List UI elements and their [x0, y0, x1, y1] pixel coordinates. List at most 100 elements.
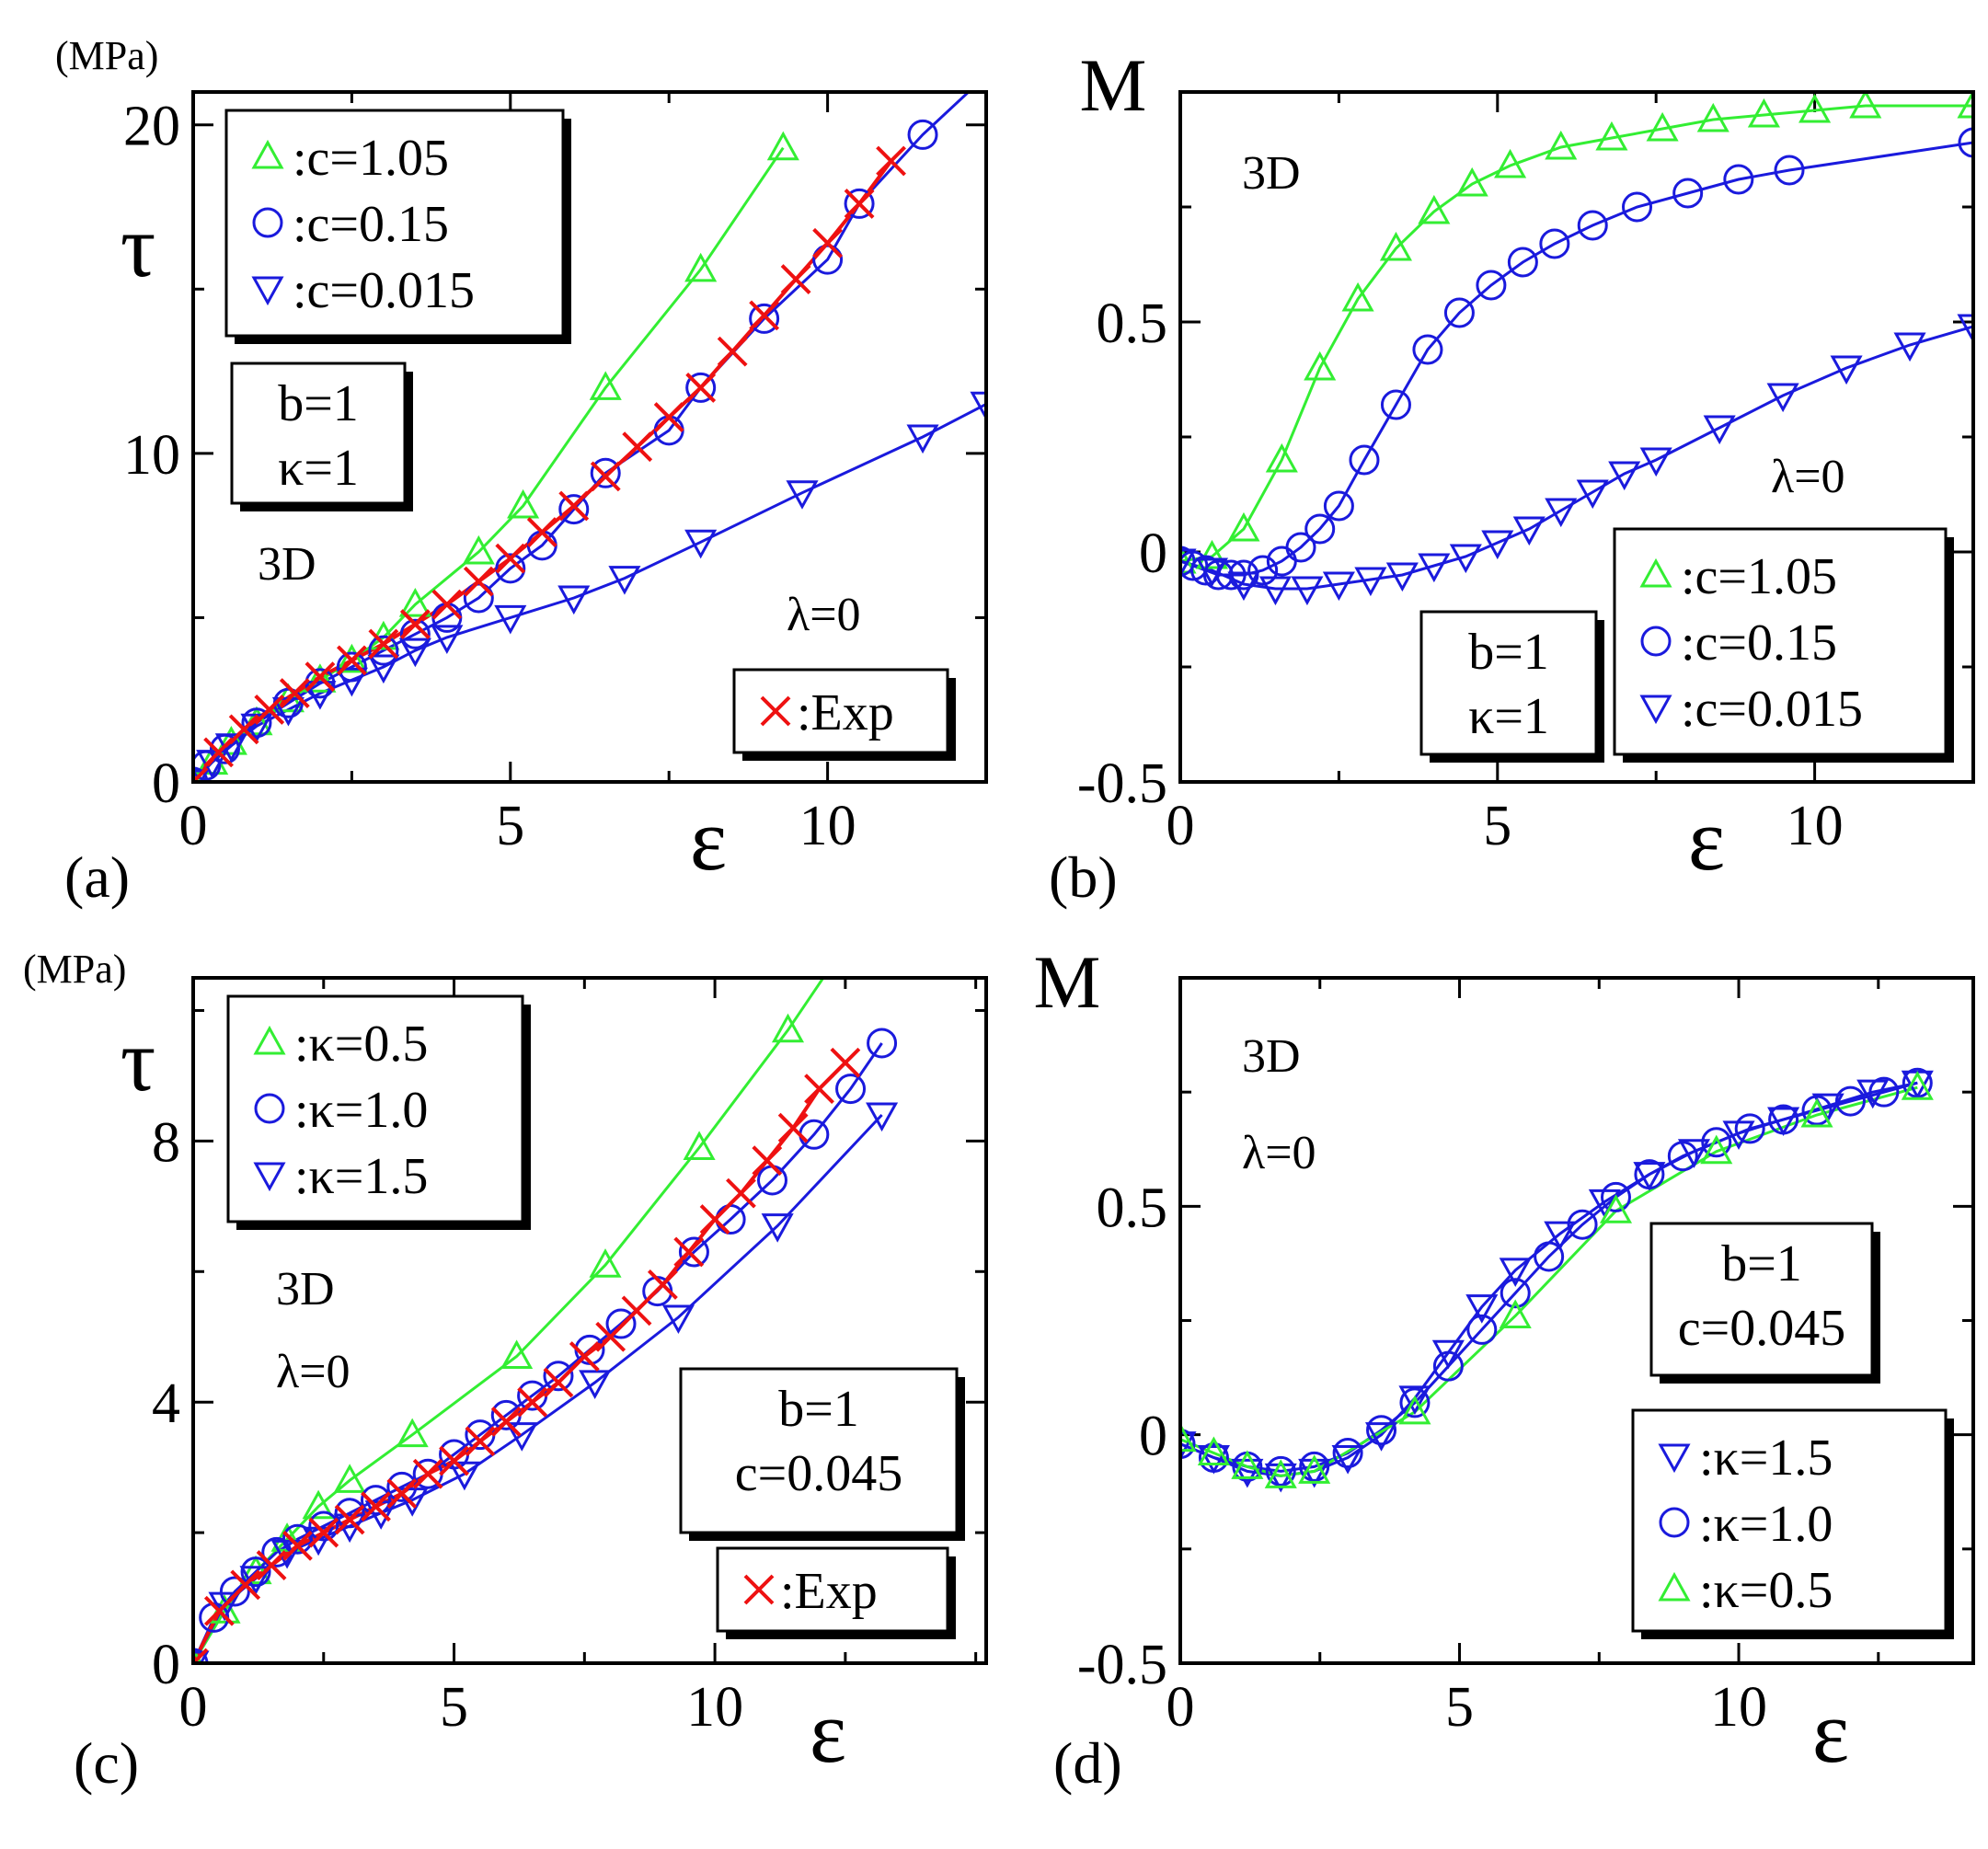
panel-label: (b)	[1049, 844, 1118, 910]
x-tick-label: 5	[440, 1676, 468, 1739]
data-point	[1449, 544, 1482, 574]
data-point	[557, 585, 591, 615]
data-point	[1608, 461, 1641, 491]
data-point	[1195, 557, 1229, 588]
plot-frame	[1178, 90, 1975, 784]
data-point	[334, 1498, 365, 1529]
data-point	[622, 431, 653, 463]
data-point	[906, 424, 939, 454]
data-point	[558, 490, 590, 522]
data-point	[465, 1426, 496, 1457]
data-point	[462, 534, 495, 565]
data-point	[240, 1556, 271, 1588]
plot-area	[1180, 92, 1973, 606]
annotation: λ=0	[787, 589, 861, 641]
data-point	[1856, 1079, 1890, 1109]
data-point	[589, 1248, 622, 1278]
y-axis-label: M	[1080, 43, 1147, 127]
data-point	[1258, 576, 1292, 606]
panel-label: (c)	[74, 1730, 139, 1796]
data-point	[1398, 1385, 1431, 1416]
data-point	[1180, 1431, 1197, 1461]
data-point	[590, 461, 621, 492]
panel-a: 0 5 1001020τε(MPa)(a)3Dλ=0:c=1.05:c=0.15:c…	[55, 33, 1000, 910]
param-text: b=1	[1468, 624, 1549, 681]
data-point	[683, 1131, 716, 1160]
data-point	[1322, 571, 1355, 602]
data-point	[1600, 1181, 1631, 1212]
data-point	[1180, 1429, 1196, 1460]
data-point	[1291, 576, 1324, 606]
data-point	[495, 543, 526, 574]
legend-marker	[760, 695, 791, 727]
data-point	[1399, 1387, 1431, 1418]
data-point	[1500, 1278, 1531, 1309]
data-point	[579, 1370, 612, 1399]
legend-label: :κ=1.0	[294, 1082, 428, 1139]
data-point	[1180, 548, 1197, 579]
data-point	[1398, 1395, 1431, 1425]
y-tick-label: 8	[152, 1111, 180, 1174]
panel-c: 0 5 10 0 4 8τ ε (MPa) (c) 3D λ=0:κ=0.5:κ=1.0:κ=1.5…	[23, 932, 988, 1796]
y-tick-label: -0.5	[1077, 1634, 1167, 1696]
data-point	[832, 932, 859, 957]
y-tick-label: 0	[152, 752, 180, 815]
data-point	[335, 643, 368, 673]
y-axis-label: M	[1034, 940, 1101, 1024]
data-point	[500, 1339, 534, 1370]
annotation: 3D	[1242, 1030, 1301, 1083]
param-box: b=1 c=0.045	[679, 1367, 965, 1541]
data-point	[1599, 1194, 1633, 1223]
param-text: b=1	[1721, 1235, 1802, 1292]
data-point	[507, 488, 540, 519]
data-point	[749, 300, 780, 331]
legend-marker	[1658, 1443, 1691, 1474]
data-point	[1247, 555, 1279, 586]
data-point	[1703, 415, 1736, 445]
data-point	[1385, 562, 1419, 592]
data-point	[495, 553, 526, 584]
data-point	[203, 737, 234, 768]
x-axis-label: ε	[810, 1682, 846, 1781]
data-point	[1849, 92, 1882, 119]
series-line-1	[1180, 1081, 1918, 1473]
x-tick-label: 10	[1710, 1676, 1767, 1739]
data-point	[569, 1341, 600, 1372]
data-point	[1834, 1085, 1866, 1117]
param-text: c=0.045	[735, 1445, 902, 1502]
annotation: λ=0	[276, 1346, 350, 1398]
legend: :c=1.05:c=0.15:c=0.015	[1613, 527, 1954, 763]
param-text: b=1	[278, 375, 359, 432]
param-text: c=0.045	[1678, 1300, 1845, 1357]
data-point	[490, 1407, 522, 1437]
data-point	[1512, 516, 1546, 546]
data-point	[1364, 1422, 1398, 1452]
data-point	[1349, 444, 1380, 476]
param-text: κ=1	[1468, 688, 1549, 745]
data-point	[661, 1304, 695, 1335]
legend-label: :Exp	[797, 684, 894, 741]
panel-b: 0 5 10-0.500.5Mε(b)3Dλ=0:c=1.05:c=0.15:c=0…	[1049, 43, 1975, 910]
plot-area	[193, 62, 1000, 782]
data-point	[333, 1464, 366, 1493]
data-point	[835, 1074, 867, 1105]
data-point	[761, 1213, 794, 1243]
legend-label: :c=0.15	[293, 196, 449, 253]
data-point	[780, 264, 811, 294]
data-point	[1901, 1071, 1934, 1100]
data-point	[1231, 1458, 1264, 1488]
data-point	[972, 62, 1000, 89]
data-point	[193, 766, 209, 782]
data-point	[1354, 567, 1387, 597]
unit-label: (MPa)	[55, 33, 158, 78]
legend-label: :c=0.015	[1681, 681, 1863, 738]
legend-label: :Exp	[780, 1563, 878, 1620]
param-text: b=1	[778, 1381, 859, 1438]
data-point	[270, 1539, 304, 1569]
data-point	[673, 1236, 705, 1268]
data-point	[399, 609, 431, 639]
data-point	[304, 663, 337, 693]
data-point	[558, 494, 590, 525]
data-point	[241, 707, 272, 739]
data-point	[1634, 1159, 1665, 1190]
